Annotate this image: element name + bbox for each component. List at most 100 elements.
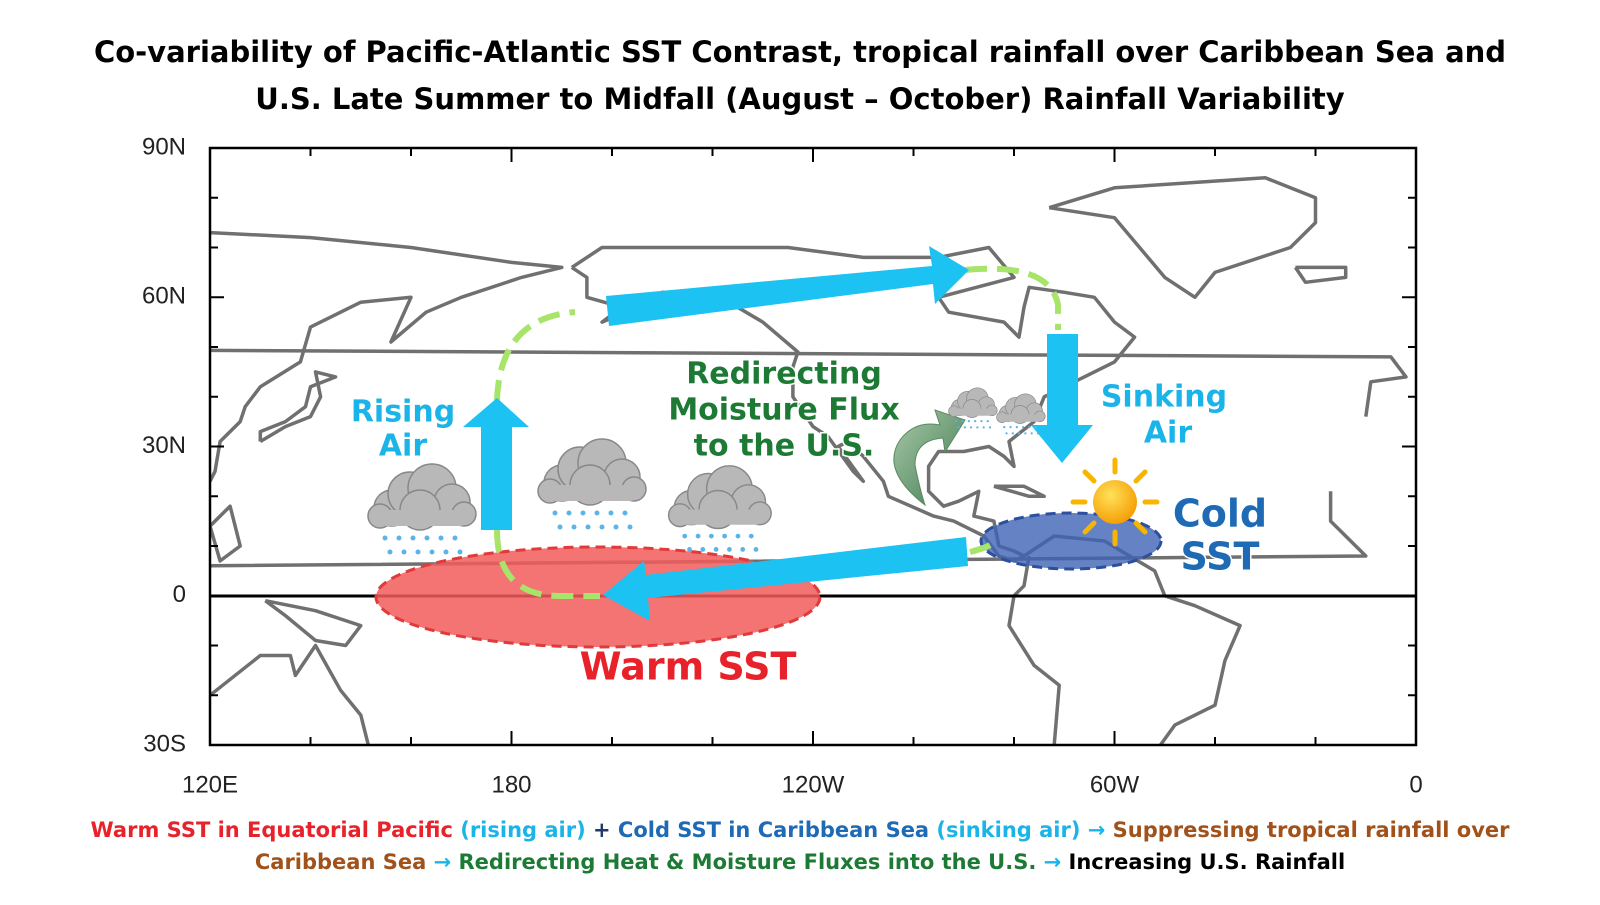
raindrop bbox=[452, 535, 458, 541]
raindrop bbox=[695, 533, 701, 539]
y-axis-label: 90N bbox=[142, 133, 186, 160]
rain-cloud bbox=[667, 465, 772, 552]
raindrop bbox=[429, 549, 435, 555]
raindrop bbox=[396, 535, 402, 541]
raindrop bbox=[700, 547, 706, 552]
raindrop bbox=[982, 426, 985, 429]
raindrop bbox=[961, 419, 964, 423]
caption-segment: Increasing U.S. Rainfall bbox=[1069, 850, 1346, 874]
raindrop bbox=[974, 419, 977, 423]
coastline bbox=[1293, 265, 1348, 285]
raindrop bbox=[986, 419, 989, 423]
raindrop bbox=[1017, 432, 1021, 435]
raindrop bbox=[1034, 425, 1037, 429]
caption-line: Caribbean Sea → Redirecting Heat & Moist… bbox=[255, 850, 1345, 874]
rising-air-label: Air bbox=[379, 429, 428, 464]
redirecting-label: to the U.S. bbox=[694, 429, 875, 464]
caption-segment: → bbox=[1036, 850, 1068, 874]
raindrop bbox=[566, 510, 572, 516]
raindrop bbox=[585, 524, 591, 530]
raindrop bbox=[552, 510, 558, 516]
raindrop bbox=[1022, 425, 1025, 429]
rising-arrow bbox=[463, 398, 529, 530]
raindrop bbox=[622, 510, 628, 516]
cloud-base bbox=[372, 510, 468, 526]
raindrop bbox=[1005, 432, 1008, 435]
coastline bbox=[258, 370, 338, 444]
raindrop bbox=[1036, 432, 1040, 435]
surface-flow-arrow bbox=[603, 537, 968, 621]
raindrop bbox=[410, 535, 416, 541]
y-axis-label: 30N bbox=[142, 432, 186, 459]
coastline bbox=[210, 504, 242, 563]
clouds bbox=[367, 387, 1046, 555]
raindrop bbox=[748, 533, 754, 539]
raindrop bbox=[708, 533, 714, 539]
raindrop bbox=[727, 547, 732, 552]
airflow-arrows bbox=[463, 246, 1093, 621]
rain-cloud bbox=[996, 393, 1046, 435]
raindrop bbox=[1030, 432, 1033, 435]
rain-cloud bbox=[948, 387, 998, 429]
caption-segment: Redirecting Heat & Moisture Fluxes into … bbox=[459, 850, 1037, 874]
redirect-arrow bbox=[893, 409, 966, 507]
raindrop bbox=[1024, 432, 1027, 435]
cloud-base bbox=[950, 408, 994, 416]
cloud-base bbox=[672, 509, 764, 525]
raindrop bbox=[599, 524, 605, 530]
warm-sst-label: Warm SST bbox=[580, 645, 797, 689]
raindrop bbox=[457, 549, 463, 555]
caption-line: Warm SST in Equatorial Pacific (rising a… bbox=[91, 818, 1511, 842]
caption-segment: + bbox=[586, 818, 618, 842]
redirecting-label: Redirecting bbox=[686, 357, 882, 392]
cold-sst-label: SST bbox=[1181, 535, 1260, 579]
raindrop bbox=[415, 549, 421, 555]
coastline bbox=[1048, 176, 1318, 300]
raindrop bbox=[557, 524, 563, 530]
rain-cloud bbox=[367, 463, 477, 555]
raindrop bbox=[580, 510, 586, 516]
coastline bbox=[1007, 534, 1242, 745]
raindrop bbox=[571, 524, 577, 530]
cloud-base bbox=[542, 485, 638, 501]
y-axis-label: 60N bbox=[142, 283, 186, 310]
rising-air-label: Rising bbox=[351, 395, 455, 430]
raindrop bbox=[967, 419, 970, 423]
raindrop bbox=[1011, 432, 1014, 435]
raindrop bbox=[382, 535, 388, 541]
cold-sst-label: Cold bbox=[1173, 492, 1267, 536]
sinking-air-label: Sinking bbox=[1101, 380, 1227, 415]
raindrop bbox=[976, 426, 979, 429]
raindrop bbox=[1003, 425, 1006, 429]
raindrop bbox=[438, 535, 444, 541]
coastline bbox=[210, 230, 564, 483]
coastline bbox=[570, 245, 1137, 563]
caption-segment: (sinking air) bbox=[929, 818, 1080, 842]
caption-segment: Suppressing tropical rainfall over bbox=[1113, 818, 1510, 842]
raindrop bbox=[1015, 425, 1018, 429]
sun bbox=[1070, 457, 1160, 547]
raindrop bbox=[1028, 425, 1031, 429]
coastline bbox=[210, 643, 371, 745]
caption-segment: → bbox=[1080, 818, 1112, 842]
raindrop bbox=[627, 524, 633, 530]
x-axis-label: 120E bbox=[182, 771, 238, 798]
coastline bbox=[210, 348, 1408, 417]
redirecting-label: Moisture Flux bbox=[668, 393, 899, 428]
raindrop bbox=[713, 547, 719, 552]
circulation-loop bbox=[494, 265, 1061, 599]
raindrop bbox=[424, 535, 430, 541]
raindrop bbox=[387, 549, 393, 555]
caption-segment: Caribbean Sea bbox=[255, 850, 426, 874]
raindrop bbox=[613, 524, 619, 530]
raindrop bbox=[955, 419, 958, 423]
cold-sst-area bbox=[979, 511, 1163, 571]
cloud-base bbox=[998, 414, 1042, 422]
rain-cloud bbox=[537, 438, 647, 530]
title-line: Co-variability of Pacific-Atlantic SST C… bbox=[94, 35, 1506, 69]
raindrop bbox=[722, 533, 728, 539]
raindrop bbox=[740, 547, 746, 552]
coastline bbox=[993, 484, 1046, 499]
raindrop bbox=[682, 533, 688, 539]
